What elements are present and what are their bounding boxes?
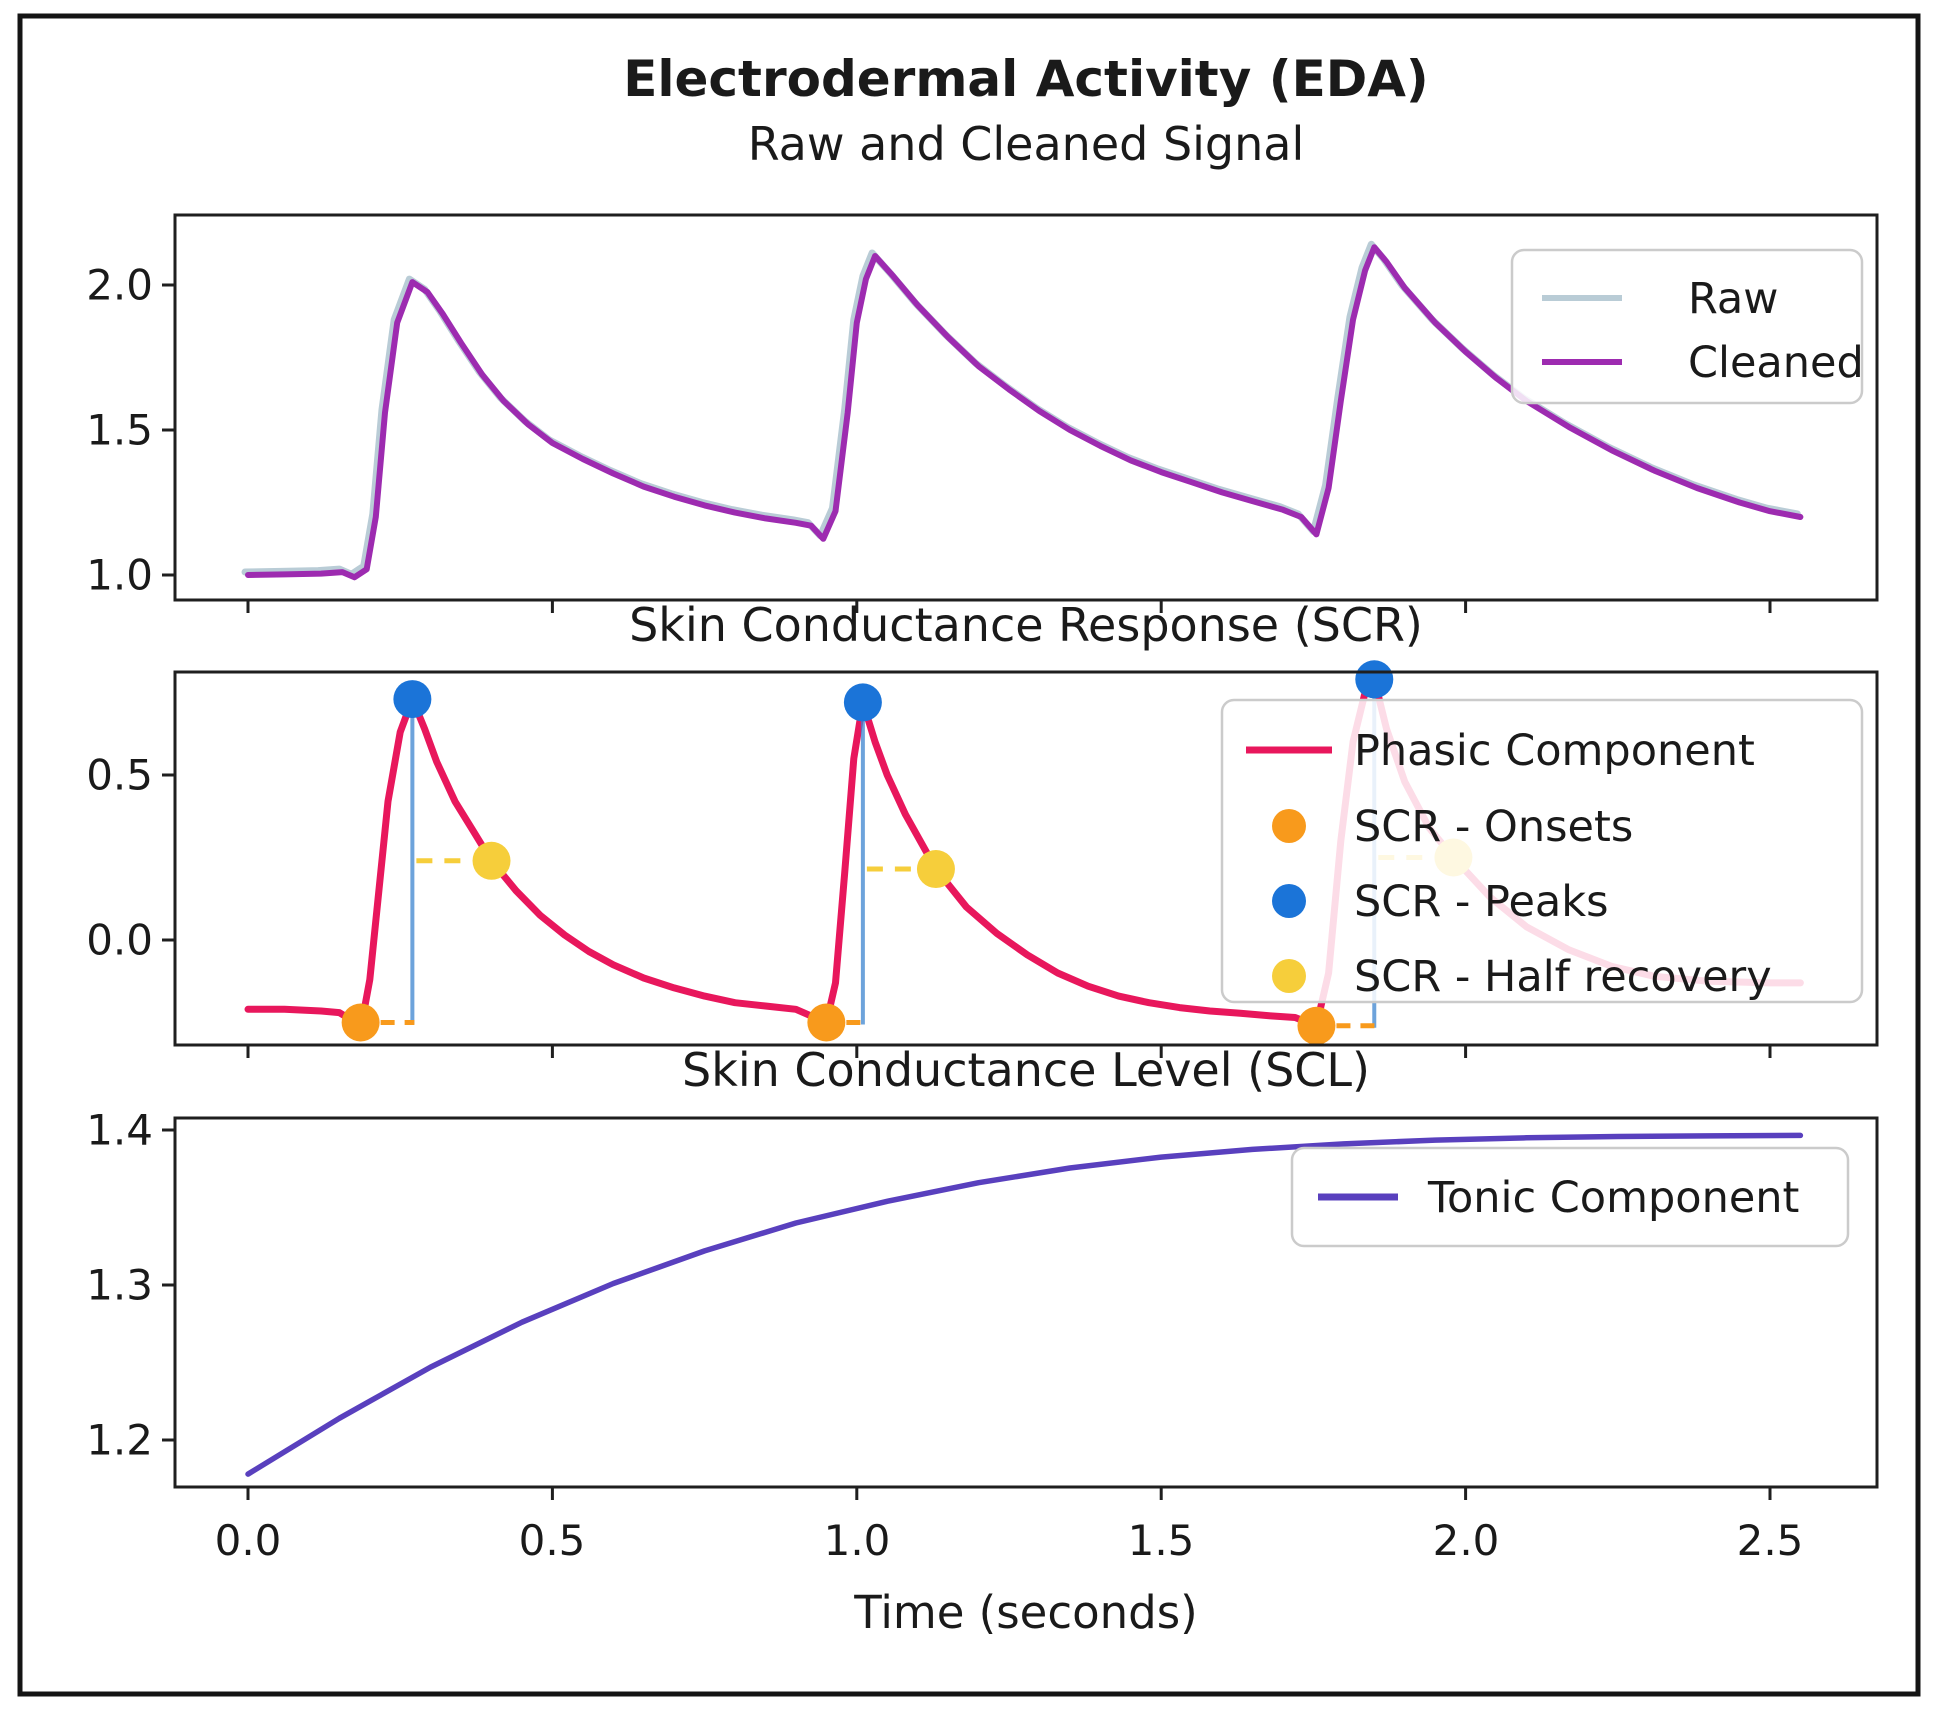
x-tick-label: 0.5 [519, 1516, 586, 1565]
y-tick-label: 2.0 [86, 261, 153, 310]
legend-box [1290, 1146, 1850, 1248]
legend-scr: Phasic Component SCR - Onsets SCR - Peak… [1220, 698, 1864, 1004]
scr-axes [173, 670, 1879, 1047]
scr-onset-marker [341, 1003, 380, 1042]
x-tick-label: 2.0 [1433, 1516, 1500, 1565]
raw-legend-label: Raw [1688, 274, 1778, 324]
subplot1-title: Raw and Cleaned Signal [748, 117, 1305, 171]
legend-box [1220, 698, 1864, 1004]
cleaned-line [245, 244, 1804, 581]
phasic-legend-label: Phasic Component [1354, 726, 1755, 776]
plot-content [162, 240, 1804, 1500]
x-axis-label: Time (seconds) [853, 1586, 1197, 1639]
scr-peak-marker [843, 683, 882, 722]
x-tick-label: 1.5 [1128, 1516, 1195, 1565]
legend-raw-cleaned: Raw Cleaned [1510, 248, 1864, 405]
y-tick-label: 1.5 [86, 406, 153, 455]
y-tick-label: 0.5 [86, 751, 153, 800]
onsets-legend-dot [1272, 809, 1306, 843]
cleaned-legend-label: Cleaned [1688, 338, 1864, 388]
figure-border [17, 13, 1921, 1697]
half-recovery-legend-label: SCR - Half recovery [1354, 952, 1772, 1002]
subplot3-title: Skin Conductance Level (SCL) [682, 1043, 1370, 1097]
figure-title: Electrodermal Activity (EDA) [623, 50, 1429, 108]
scr-peak-marker [393, 680, 432, 719]
y-tick-label: 1.4 [86, 1106, 153, 1155]
x-tick-label: 1.0 [824, 1516, 891, 1565]
x-tick-label: 0.0 [215, 1516, 282, 1565]
peaks-legend-label: SCR - Peaks [1354, 877, 1609, 927]
y-tick-label: 0.0 [86, 916, 153, 965]
tonic-line [245, 1132, 1804, 1477]
y-tick-label: 1.2 [86, 1416, 153, 1465]
scr-peak-marker [1355, 660, 1394, 699]
scr-onset-marker [807, 1003, 846, 1042]
y-tick-label: 1.0 [86, 551, 153, 600]
raw-cleaned-axes [173, 213, 1879, 602]
peaks-legend-dot [1272, 884, 1306, 918]
tonic-legend-label: Tonic Component [1427, 1173, 1799, 1223]
onsets-legend-label: SCR - Onsets [1354, 802, 1633, 852]
x-tick-label: 2.5 [1737, 1516, 1804, 1565]
subplot2-title: Skin Conductance Response (SCR) [629, 598, 1423, 652]
scr-onset-marker [1297, 1006, 1336, 1045]
scr-half-marker [472, 841, 511, 880]
scl-axes [173, 1116, 1879, 1489]
half-recovery-legend-dot [1272, 959, 1306, 993]
legend-scl: Tonic Component [1290, 1146, 1850, 1248]
y-tick-label: 1.3 [86, 1261, 153, 1310]
scr-half-marker [916, 850, 955, 889]
